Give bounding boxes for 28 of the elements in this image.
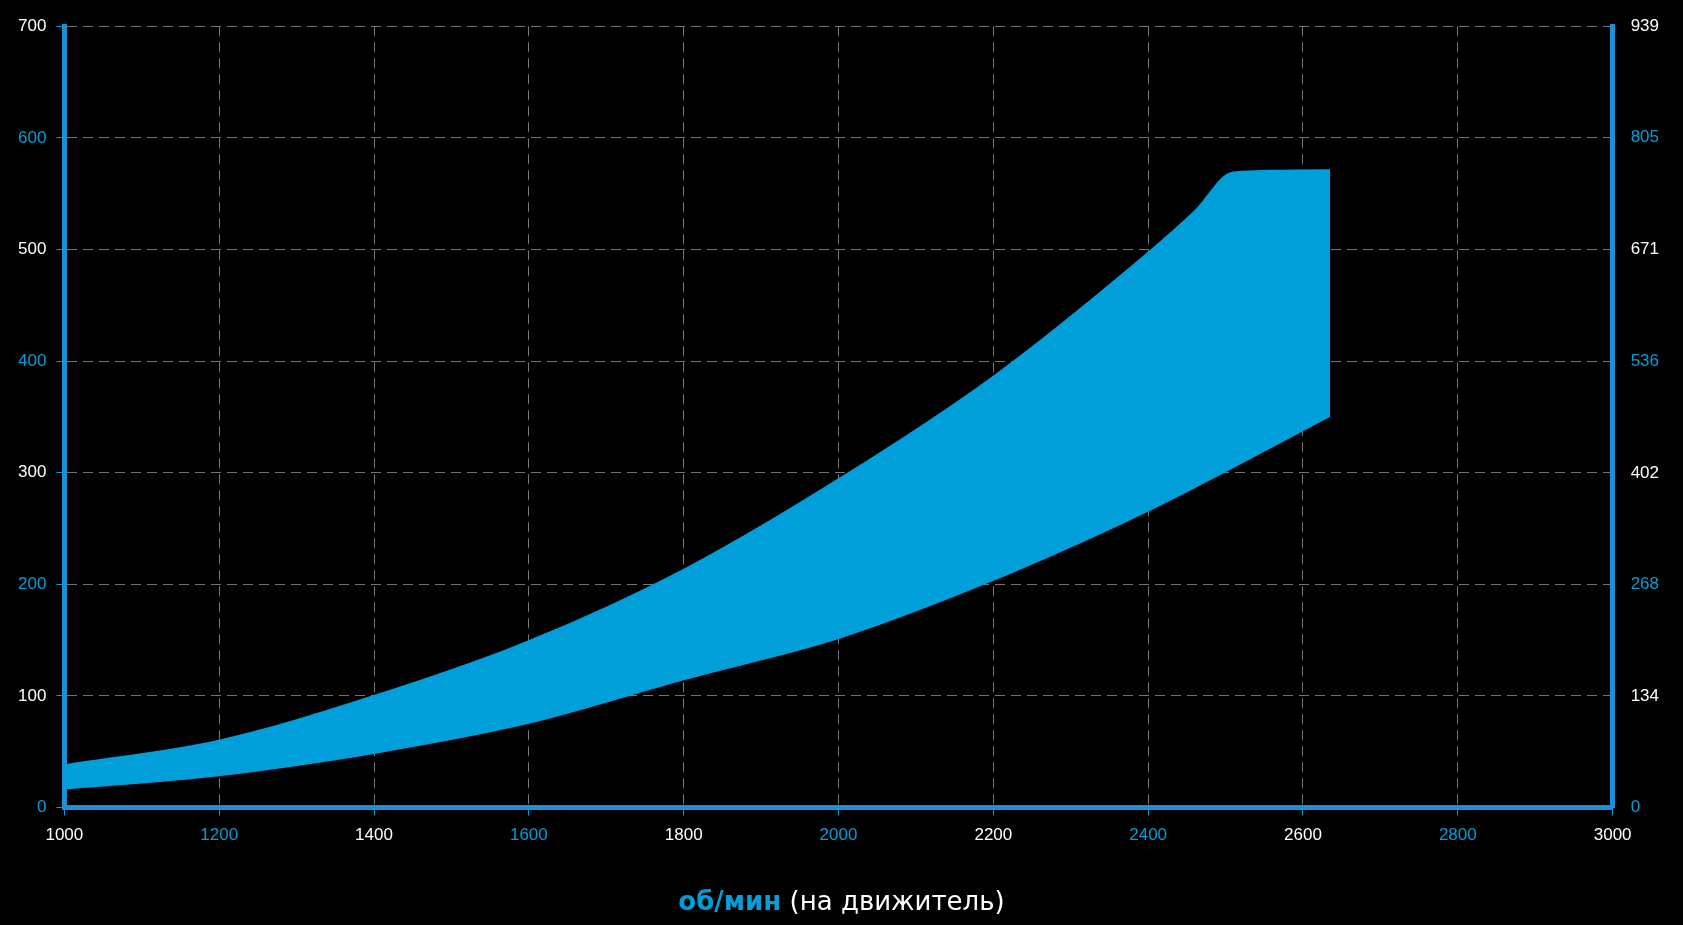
x-tick-label: 2400 bbox=[1129, 825, 1168, 845]
y-tick-label: 300 bbox=[17, 462, 47, 482]
y2-tick-label: 671 bbox=[1630, 238, 1660, 258]
y-tick-label: 600 bbox=[17, 127, 47, 147]
y-tick-label: 0 bbox=[36, 797, 47, 817]
x-tick-label: 1000 bbox=[45, 825, 84, 845]
y-tick-label: 400 bbox=[17, 350, 47, 370]
y2-tick-label: 805 bbox=[1630, 127, 1660, 147]
y-tick-label: 500 bbox=[17, 239, 47, 259]
x-tick-label: 1400 bbox=[355, 825, 393, 845]
x-tick-label: 2600 bbox=[1284, 825, 1322, 845]
x-tick-label: 2000 bbox=[819, 825, 858, 845]
x-tick-label: 1800 bbox=[664, 825, 703, 845]
x-tick-label: 1600 bbox=[509, 825, 548, 845]
y-tick-label: 700 bbox=[17, 15, 47, 35]
x-axis-title: об/мин (на движитель) bbox=[678, 886, 1005, 916]
y-tick-label: 200 bbox=[17, 574, 47, 594]
y2-tick-label: 402 bbox=[1630, 462, 1660, 482]
y2-tick-label: 0 bbox=[1630, 797, 1641, 817]
y2-tick-label: 536 bbox=[1630, 351, 1660, 371]
y2-tick-label: 134 bbox=[1630, 685, 1660, 705]
x-tick-label: 2800 bbox=[1438, 825, 1477, 845]
x-tick-label: 2200 bbox=[974, 825, 1013, 845]
y2-tick-label: 268 bbox=[1630, 574, 1660, 594]
y2-tick-label: 939 bbox=[1630, 15, 1660, 35]
x-tick-label: 1200 bbox=[200, 825, 239, 845]
y-tick-label: 100 bbox=[17, 685, 47, 705]
x-tick-label: 3000 bbox=[1593, 825, 1632, 845]
